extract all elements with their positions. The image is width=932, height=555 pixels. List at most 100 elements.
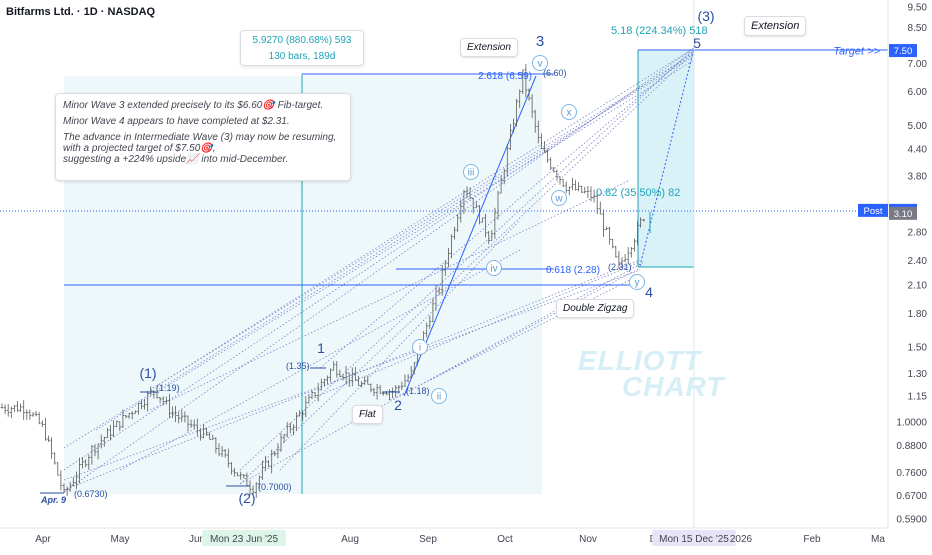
note-line: suggesting a +224% upside📈 into mid-Dece… [63,154,289,165]
price-bar [403,374,407,387]
price-bar [564,181,568,194]
analysis-note[interactable]: Minor Wave 3 extended precisely to its $… [55,93,351,181]
flat-callout[interactable]: Flat [352,405,383,424]
price-bar [642,219,645,222]
price-point-label: (1.35) [286,361,310,371]
price-bar [282,434,286,443]
price-point-label: (6.60) [543,68,567,78]
y-tick-label: 6.00 [908,87,928,98]
price-bar [165,396,168,405]
price-bar [304,396,308,418]
price-bar [580,185,583,194]
price-bar [475,201,478,209]
y-tick-label: 1.50 [908,343,928,354]
price-bar [372,387,376,397]
price-bar [599,201,602,215]
price-bar [521,69,525,95]
price-bar [589,186,593,202]
price-bar [552,166,556,173]
price-bar [168,393,171,419]
note-line: The advance in Intermediate Wave (3) may… [63,132,337,154]
price-point-label: (0.6730) [74,489,108,499]
price-bar [112,420,115,437]
price-bar [518,89,521,109]
price-bar [96,443,100,460]
wave-label: 4 [645,284,653,300]
wave-label-circle: w [551,190,567,206]
price-bar [146,391,149,412]
x-tick-label: Feb [803,534,821,545]
price-bar [524,63,528,98]
price-bar [450,234,453,259]
price-bar [444,260,447,276]
x-date-highlight [202,530,286,546]
y-tick-label: 2.10 [908,281,928,292]
measure-stats-box[interactable]: 5.9270 (880.68%) 593 130 bars, 189d [240,30,364,66]
fan-line [149,53,695,391]
fan-line [63,47,695,493]
price-bar [183,411,187,423]
price-bar [72,477,75,487]
price-bar [0,403,4,409]
price-bar [270,449,273,474]
price-bar [434,285,438,311]
price-bar [65,486,69,497]
price-bar [468,187,472,200]
price-bar [378,385,382,394]
price-bar [605,226,608,231]
price-bar [16,400,19,412]
watermark-line: ELLIOTT [578,345,702,376]
price-bar [279,432,283,452]
price-bar [382,392,385,396]
double-zigzag-callout[interactable]: Double Zigzag [556,299,635,318]
post-market-label: Post [863,206,882,217]
price-bar [295,412,298,432]
price-bar [357,375,360,386]
x-tick-label: Sep [419,534,437,545]
y-tick-label: 3.80 [908,171,928,182]
price-bar [56,462,60,476]
y-tick-label: 1.15 [908,392,928,403]
price-bar [608,226,611,245]
price-bar [620,257,624,268]
measure-change: 5.9270 (880.68%) 593 [252,35,352,46]
price-bar [251,485,255,495]
price-bar [413,362,416,375]
x-tick-label: Ma [871,534,885,545]
extension-callout-minor[interactable]: Extension [460,38,518,57]
extension-callout-intermediate[interactable]: Extension [744,16,807,36]
price-bar [264,456,267,471]
price-bar [13,405,16,413]
price-bar [571,177,574,191]
price-bar [478,204,481,225]
wave-label-circle: iii [463,164,479,180]
price-bar [338,369,342,378]
price-bar [28,409,32,420]
price-bar [320,378,323,391]
price-bar [354,367,357,381]
price-bar [394,385,397,397]
price-bar [81,457,84,469]
fan-line [389,274,641,401]
price-bar [37,412,41,425]
price-bar [134,410,137,414]
svg-text:iv: iv [490,264,497,275]
price-bar [6,404,10,417]
price-bar [496,190,500,220]
y-tick-label: 7.00 [908,59,928,70]
price-bar [273,451,277,457]
price-bar [406,374,410,383]
price-bar [75,471,78,489]
wave-label-circle: x [561,104,577,120]
price-bar [326,375,329,384]
price-tag-value: 3.10 [894,209,913,220]
price-bar [347,372,351,387]
fan-line [63,55,695,449]
x-tick-label: Nov [579,534,597,545]
price-bar [307,394,311,404]
x-tick-label: Mon 23 Jun '25 [210,534,279,545]
price-bar [546,148,549,163]
price-bar [341,374,345,381]
fan-line [149,179,631,411]
